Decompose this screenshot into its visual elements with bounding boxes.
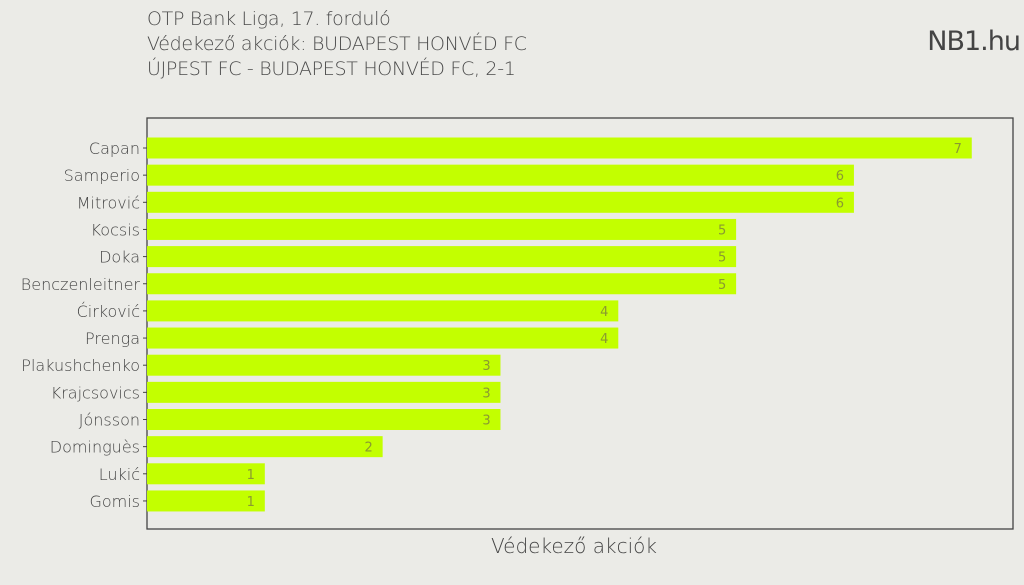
y-tick-label: Krajcsovics — [51, 383, 140, 402]
bar — [147, 490, 265, 512]
data-label: 7 — [954, 142, 962, 157]
plot-frame — [146, 117, 1014, 530]
y-tick-label: Ćirković — [77, 302, 140, 321]
data-label: 2 — [365, 441, 373, 456]
data-label: 3 — [482, 414, 490, 429]
bar — [147, 381, 501, 403]
bar — [147, 246, 737, 268]
y-tick-label: Capan — [89, 139, 140, 158]
chart-title-line2: Védekező akciók: BUDAPEST HONVÉD FC — [147, 33, 527, 55]
bar — [147, 191, 854, 213]
data-label: 5 — [718, 223, 726, 238]
bar — [147, 137, 972, 159]
bar — [147, 300, 619, 322]
data-label: 6 — [836, 196, 844, 211]
bar — [147, 164, 854, 186]
data-label: 3 — [482, 359, 490, 374]
y-tick-label: Doka — [99, 248, 140, 267]
data-label: 5 — [718, 251, 726, 266]
y-tick-label: Samperio — [64, 166, 140, 185]
bar — [147, 409, 501, 430]
x-axis-label: Védekező akciók — [491, 534, 657, 558]
data-label: 3 — [482, 386, 490, 401]
y-tick-label: Prenga — [85, 329, 140, 348]
chart-title-line1: OTP Bank Liga, 17. forduló — [147, 8, 391, 30]
y-tick-label: Jónsson — [79, 411, 140, 430]
brand-logo-text: NB1.hu — [927, 26, 1021, 57]
bar — [147, 463, 265, 485]
data-label: 4 — [600, 332, 608, 347]
bar — [147, 273, 737, 295]
data-label: 5 — [718, 278, 726, 293]
bar — [147, 327, 619, 349]
y-tick-label: Kocsis — [91, 220, 140, 239]
y-tick-label: Benczenleitner — [21, 275, 141, 294]
data-label: 4 — [600, 305, 608, 320]
y-tick-label: Mitrović — [77, 193, 140, 212]
y-tick-label: Gomis — [89, 492, 140, 511]
chart-title-line3: ÚJPEST FC - BUDAPEST HONVÉD FC, 2-1 — [147, 58, 516, 80]
bar — [147, 436, 383, 458]
bar — [147, 354, 501, 376]
y-tick-label: Lukić — [99, 465, 140, 484]
data-label: 1 — [247, 495, 255, 510]
data-label: 1 — [247, 468, 255, 483]
bar — [147, 218, 737, 240]
data-label: 6 — [836, 169, 844, 184]
y-tick-label: Plakushchenko — [21, 356, 140, 375]
y-tick-label: Dominguès — [50, 438, 140, 457]
